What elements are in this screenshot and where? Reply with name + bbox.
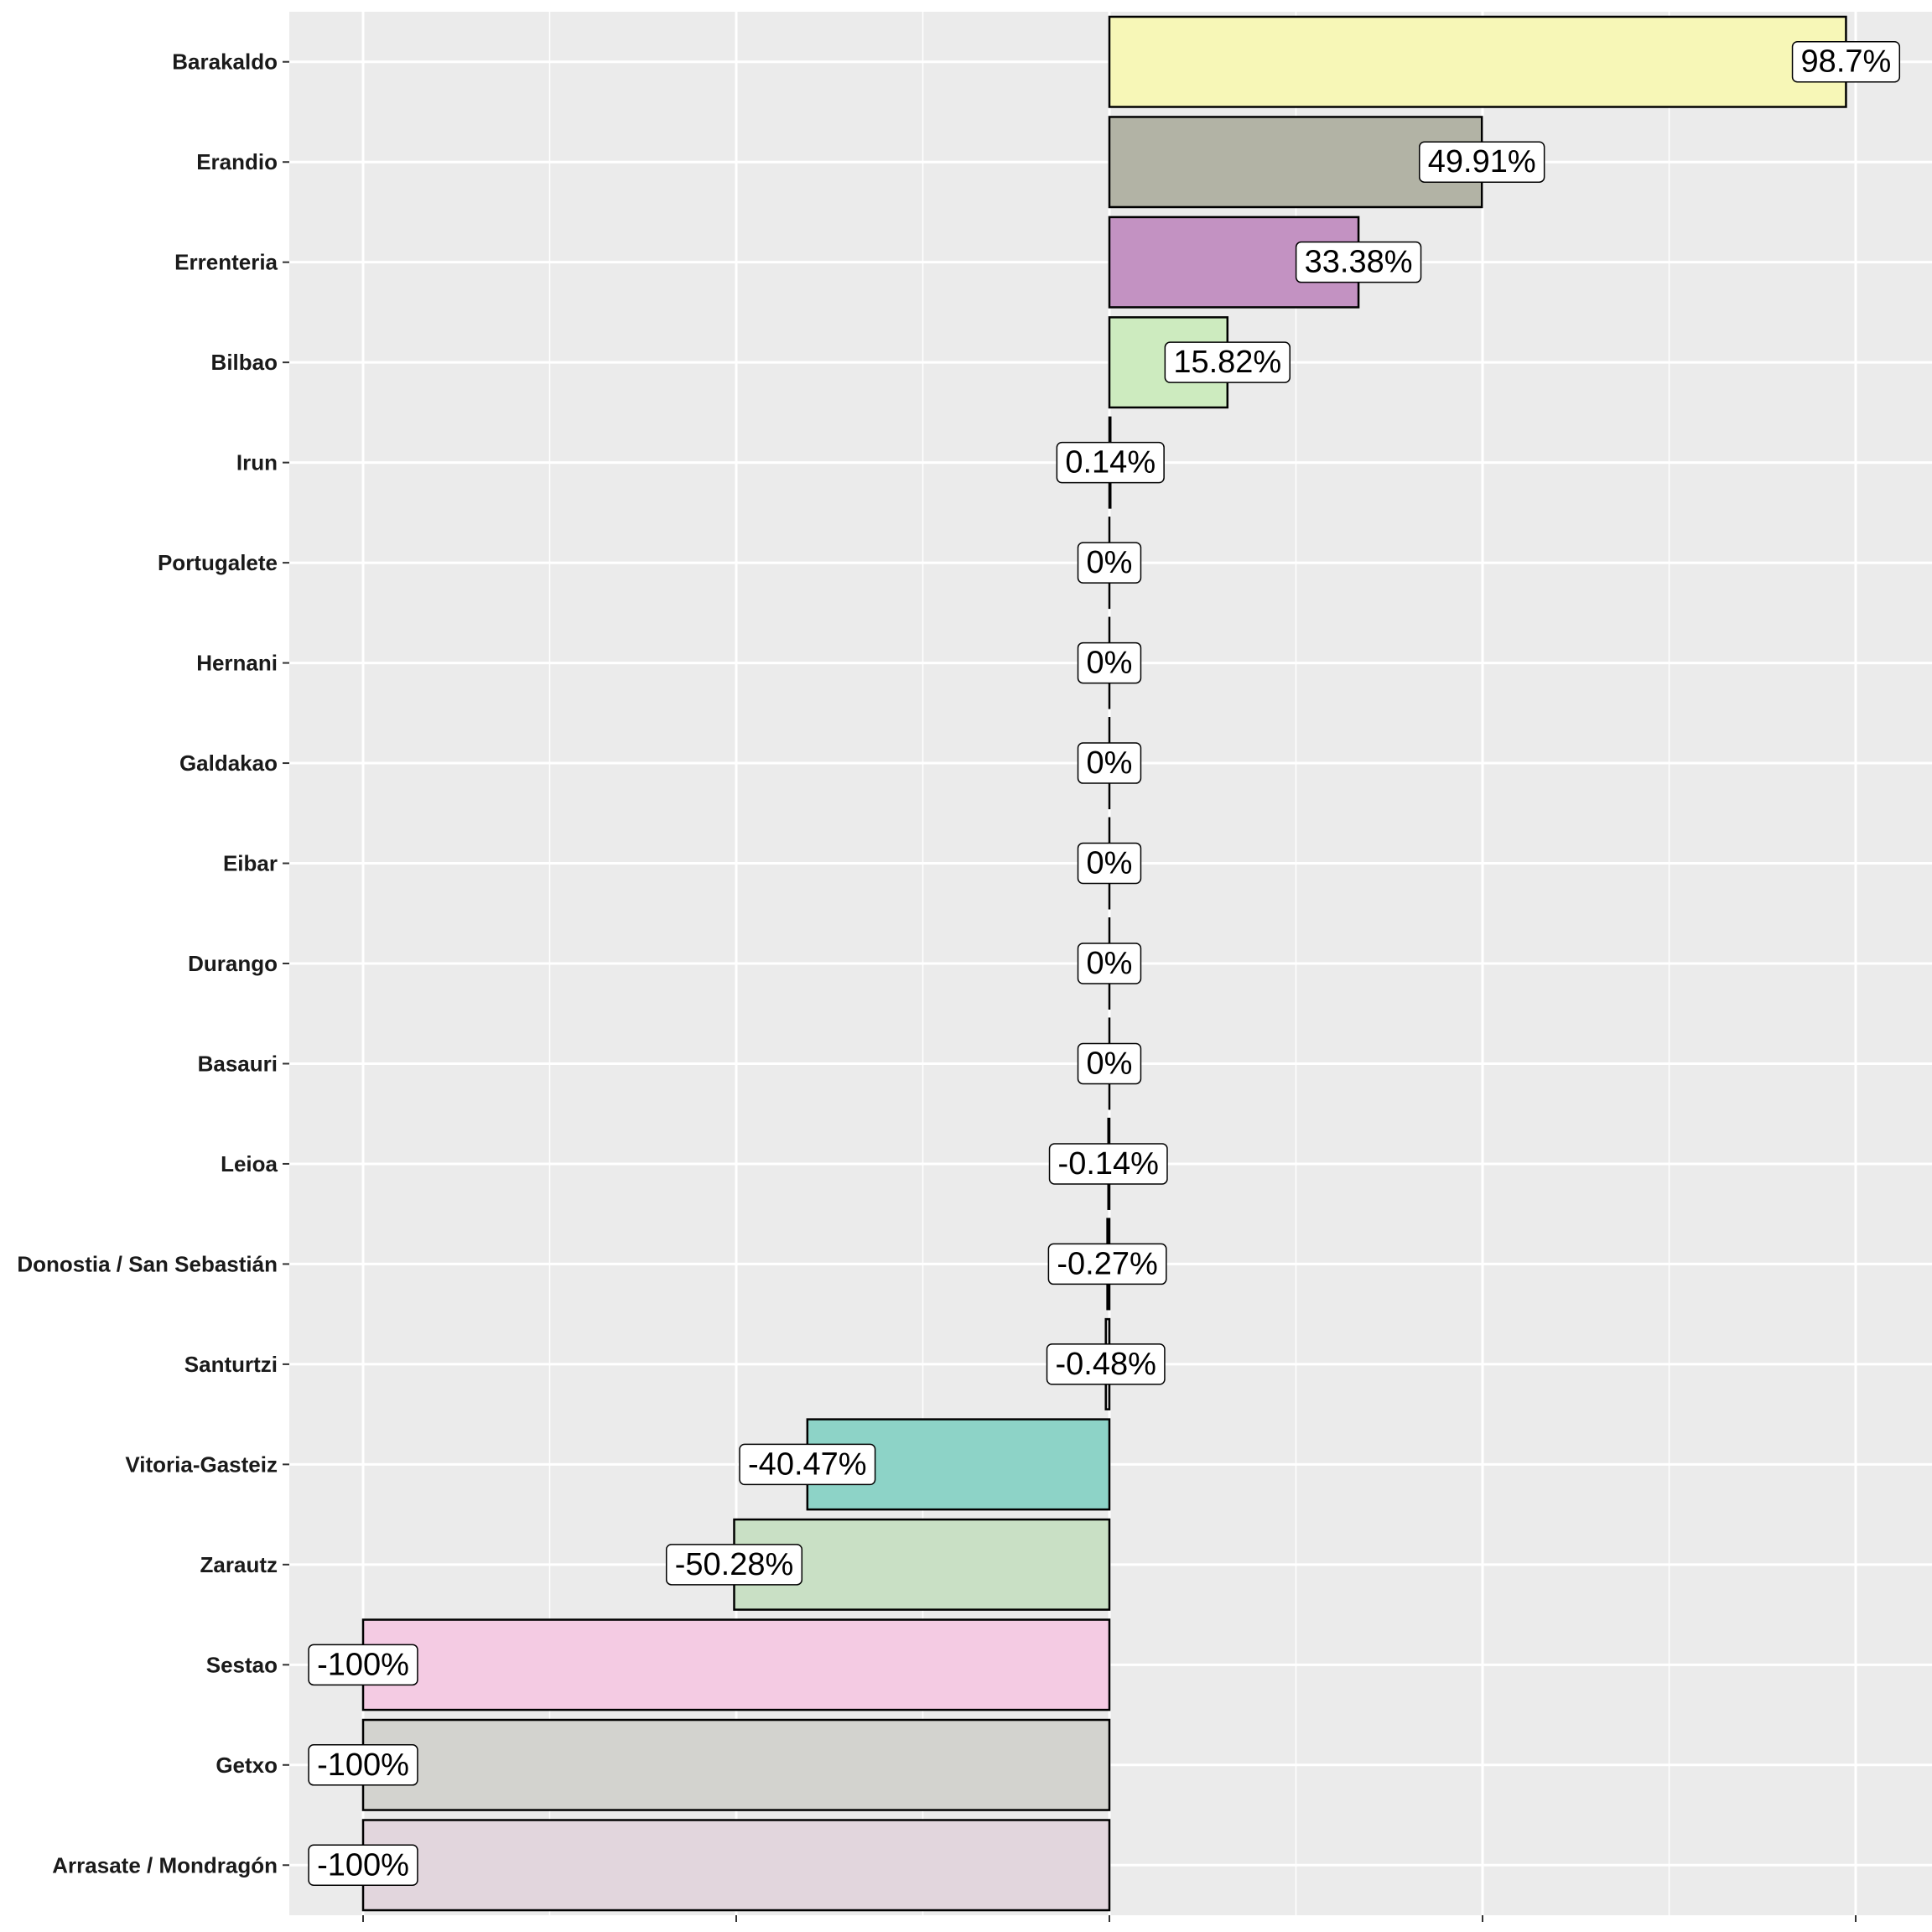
value-label: 0.14% [1056,441,1165,484]
value-label-box [1295,241,1422,283]
value-label-box [1077,742,1142,784]
category-label: Basauri [198,1051,278,1076]
value-label-text: -100% [317,1748,409,1783]
value-label-box [665,1544,803,1586]
category-label: Sestao [206,1652,278,1677]
category-label: Bilbao [211,350,278,375]
value-label: -50.28% [665,1544,803,1586]
value-label: -0.27% [1047,1243,1167,1285]
value-label: -100% [308,1644,418,1686]
value-label-text: -0.48% [1056,1347,1156,1382]
category-label: Santurtzi [184,1352,278,1377]
value-label-box [1077,1042,1142,1085]
value-label: 0% [1077,542,1142,584]
value-label-text: -0.14% [1058,1146,1159,1182]
category-label: Zarautz [200,1552,278,1577]
value-label-text: 33.38% [1305,245,1413,280]
value-label-box [1077,641,1142,684]
value-label-box [1791,40,1901,83]
value-label-text: 0% [1087,646,1133,681]
value-label-box [308,1644,418,1686]
category-label: Hernani [196,651,278,676]
value-label: 0% [1077,943,1142,984]
value-label: -0.14% [1048,1143,1168,1185]
value-label: -100% [308,1744,418,1786]
value-label-text: 15.82% [1173,345,1281,380]
category-label: Donostia / San Sebastián [17,1251,278,1276]
value-label-box [1077,542,1142,584]
category-label: Durango [188,951,278,976]
value-label: 0% [1077,1042,1142,1085]
value-label-box [1048,1143,1168,1185]
value-label: 0% [1077,742,1142,784]
value-label: 98.7% [1791,40,1901,83]
value-label-box [1056,441,1165,484]
value-label-text: -50.28% [675,1547,794,1582]
category-label: Erandio [196,149,278,174]
value-label-box [739,1443,876,1486]
value-label: -40.47% [739,1443,876,1486]
value-label-text: 0% [1087,545,1133,580]
category-label: Arrasate / Mondragón [52,1852,278,1877]
value-label: 49.91% [1419,141,1545,183]
value-label: 33.38% [1295,241,1422,283]
category-label: Getxo [216,1753,278,1778]
value-label: 15.82% [1164,341,1291,383]
x-axis [362,1915,1857,1922]
category-label: Errenteria [174,250,278,275]
y-axis: Barakaldo Erandio Errenteria Bilbao Irun Port… [17,49,289,1877]
value-label: 0% [1077,641,1142,684]
value-label: -0.48% [1046,1343,1166,1385]
value-label-text: 0% [1087,1046,1133,1081]
value-label-text: 0.14% [1065,445,1156,480]
value-label-text: -40.47% [748,1446,867,1482]
value-label-box [1077,943,1142,984]
value-label-box [1419,141,1545,183]
value-label-box [308,1744,418,1786]
value-label: 0% [1077,842,1142,885]
value-label-box [1077,842,1142,885]
bar [1108,15,1847,108]
value-label: -100% [308,1844,418,1887]
value-label-box [308,1844,418,1887]
value-label-text: 49.91% [1428,144,1536,179]
value-label-text: -100% [317,1647,409,1682]
value-label-box [1047,1243,1167,1285]
category-label: Leioa [221,1151,278,1176]
category-label: Portugalete [158,550,278,575]
value-labels: 98.7% 49.91% 33.38% 15.82% 0.14% 0% 0% 0% 0% 0% 0%… [308,40,1901,1887]
value-label-text: 0% [1087,946,1133,981]
category-label: Galdakao [179,750,278,776]
category-label: Eibar [223,851,278,876]
category-label: Barakaldo [172,49,278,75]
value-label-box [1164,341,1291,383]
category-label: Vitoria-Gasteiz [125,1452,278,1477]
value-label-text: -0.27% [1057,1246,1157,1281]
bar [361,1618,1111,1711]
value-label-text: 98.7% [1801,44,1892,80]
bar [361,1718,1111,1811]
value-label-text: 0% [1087,745,1133,781]
value-label-text: 0% [1087,846,1133,881]
value-label-box [1046,1343,1166,1385]
value-label-text: -100% [317,1847,409,1883]
bar [361,1819,1111,1912]
category-label: Irun [236,450,278,475]
